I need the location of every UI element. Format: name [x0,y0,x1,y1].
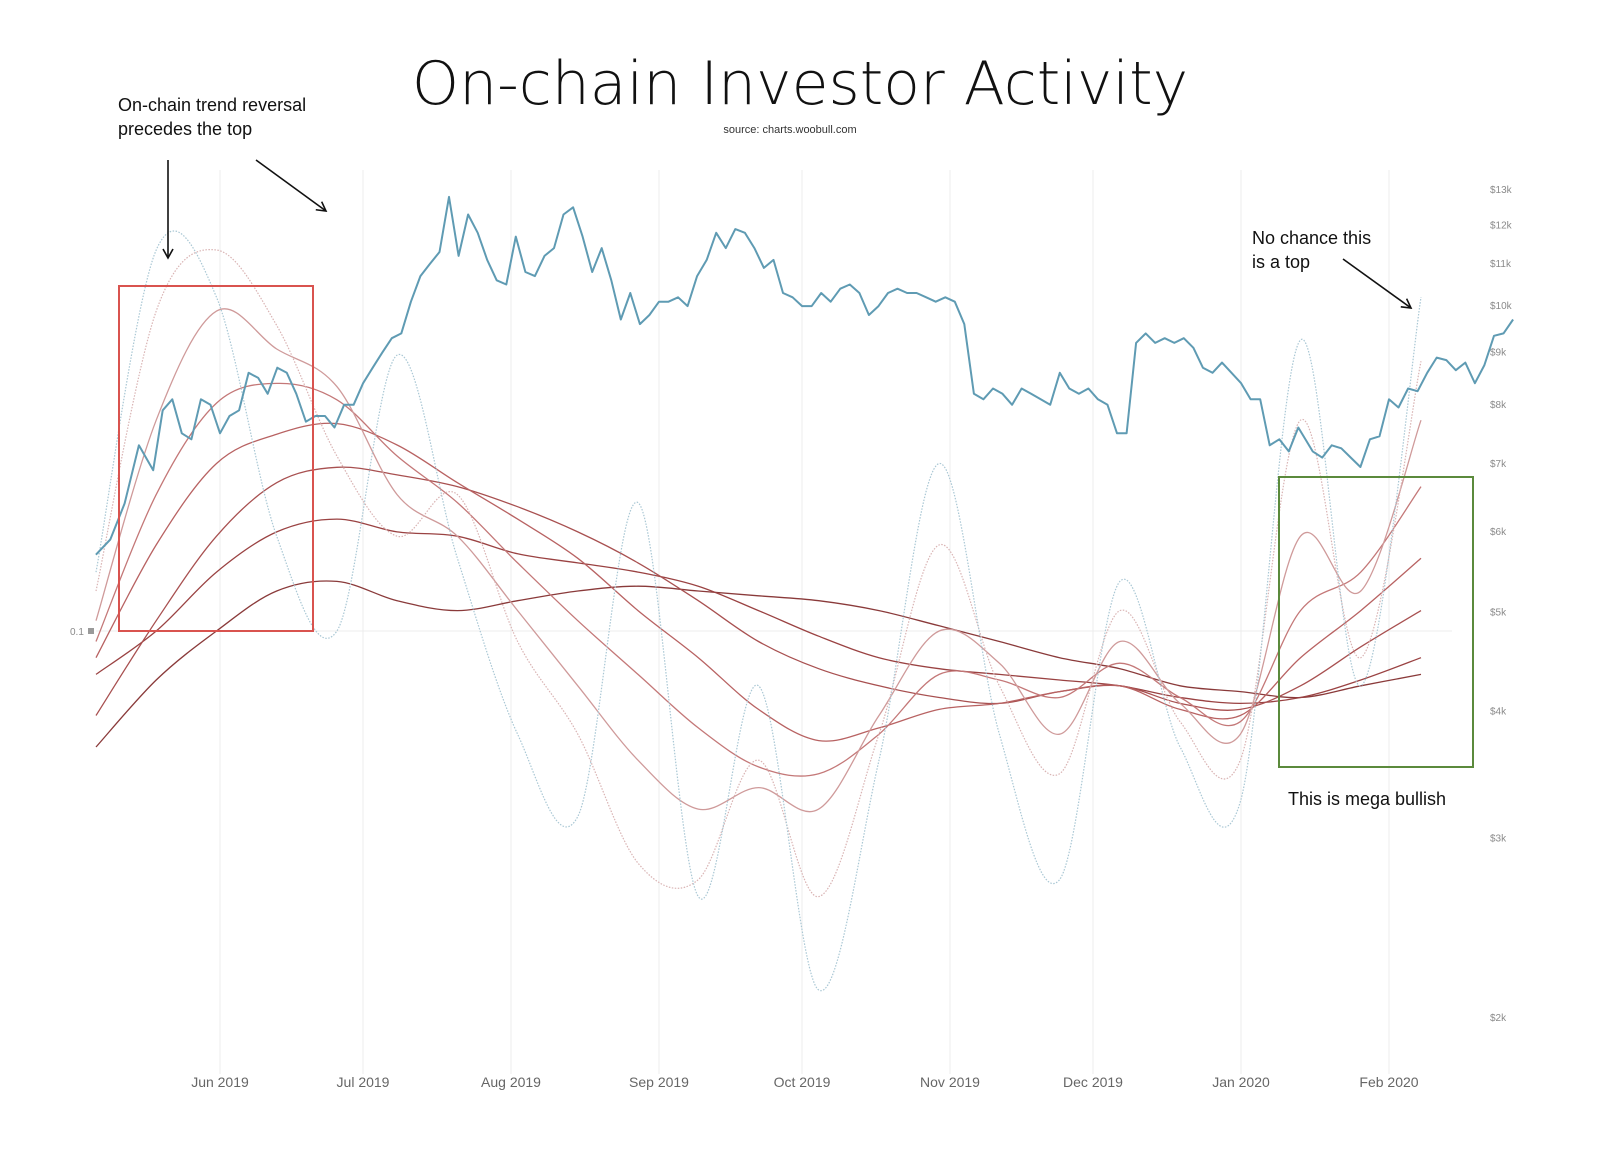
activity-band-line [95,230,1422,992]
y-tick-label: $10k [1490,301,1513,312]
activity-band-line [95,422,1422,742]
y-left-tick-label: 0.1 [70,627,84,638]
annotation-trend-reversal: On-chain trend reversal precedes the top [118,95,328,632]
annotation-text-line: No chance this [1252,228,1371,248]
y-left-marker [88,628,94,634]
y-axis-right: $13k $12k $11k $10k $9k $8k $7k $6k $5k $4k $3k $2k [1490,185,1513,1024]
y-tick-label: $5k [1490,608,1507,619]
x-axis: Jun 2019 Jul 2019 Aug 2019 Sep 2019 Oct 2019… [191,1074,1419,1090]
annotation-text-line: This is mega bullish [1288,789,1446,809]
arrow-diagonal-icon [255,159,328,212]
annotation-no-chance: No chance this is a top [1252,228,1413,309]
y-tick-label: $7k [1490,459,1507,470]
activity-band-line [95,382,1422,777]
y-tick-label: $2k [1490,1013,1507,1024]
annotation-text-line: is a top [1252,252,1310,272]
x-tick-label: Jan 2020 [1212,1074,1270,1090]
y-tick-label: $9k [1490,348,1507,359]
y-tick-label: $8k [1490,400,1507,411]
activity-band-line [95,580,1422,748]
series-layer [95,195,1514,992]
y-axis-left: 0.1 [70,627,94,638]
activity-band-line [95,518,1422,705]
y-tick-label: $12k [1490,220,1513,231]
y-tick-label: $13k [1490,185,1513,196]
y-tick-label: $6k [1490,527,1507,538]
x-tick-label: Nov 2019 [920,1074,980,1090]
y-tick-label: $4k [1490,706,1507,717]
x-tick-label: Oct 2019 [774,1074,831,1090]
activity-band-line [95,249,1422,898]
y-tick-label: $11k [1490,259,1512,270]
annotation-mega-bullish: This is mega bullish [1278,476,1474,809]
highlight-box-green [1278,476,1474,768]
chart-title: On-chain Investor Activity [412,49,1188,119]
gridlines [96,170,1452,1074]
annotation-text-line: precedes the top [118,119,252,139]
x-tick-label: Sep 2019 [629,1074,689,1090]
x-tick-label: Dec 2019 [1063,1074,1123,1090]
x-tick-label: Jun 2019 [191,1074,249,1090]
x-tick-label: Jul 2019 [337,1074,390,1090]
highlight-box-red [118,285,314,632]
chart-subtitle: source: charts.woobull.com [723,124,856,136]
price-line [95,195,1514,556]
arrow-diagonal-icon [1342,258,1413,309]
activity-band-line [95,308,1422,813]
annotation-text-line: On-chain trend reversal [118,95,306,115]
activity-band-line [95,466,1422,716]
y-tick-label: $3k [1490,834,1507,845]
x-tick-label: Feb 2020 [1359,1074,1418,1090]
x-tick-label: Aug 2019 [481,1074,541,1090]
